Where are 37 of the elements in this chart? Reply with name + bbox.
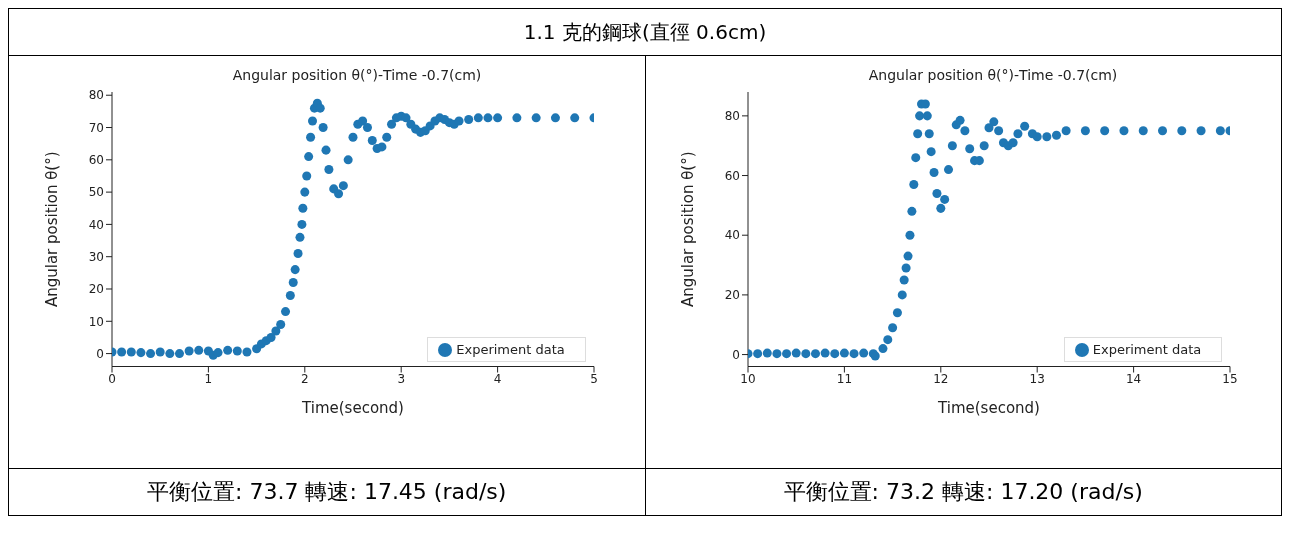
x-tick-label: 13 (1029, 372, 1046, 387)
x-axis-title: Time(second) (300, 398, 404, 417)
x-tick-label: 2 (300, 372, 309, 387)
y-tick-label: 0 (96, 346, 104, 361)
text: 1.1 克的鋼球(直徑 0.6cm) (8, 8, 1282, 56)
x-tick-label: 14 (1126, 372, 1142, 387)
x-tick-label: 4 (493, 372, 502, 387)
y-tick-label: 80 (88, 88, 104, 103)
x-tick-label: 15 (1222, 372, 1238, 387)
y-tick-label: 60 (724, 168, 741, 183)
x-tick-label: 11 (837, 372, 853, 387)
x-tick-label: 12 (933, 372, 949, 387)
y-tick-label: 30 (88, 249, 104, 264)
legend-label: Experiment data (456, 341, 565, 357)
y-tick-label: 40 (724, 228, 741, 243)
legend-label: Experiment data (1092, 341, 1202, 357)
x-tick-label: 10 (740, 372, 756, 387)
y-tick-label: 0 (732, 347, 741, 362)
y-axis-title: Angular position θ(°) (679, 151, 698, 308)
text: 平衡位置: 73.7 轉速: 17.45 (rad/s) (8, 468, 645, 516)
y-tick-label: 60 (88, 153, 104, 168)
chart-title: Angular position θ(°)-Time -0.7(cm) (868, 67, 1118, 83)
x-tick-label: 3 (397, 372, 405, 387)
y-tick-label: 10 (88, 314, 104, 329)
y-tick-label: 20 (88, 282, 104, 297)
y-axis-title: Angular position θ(°) (43, 151, 62, 308)
y-tick-label: 20 (724, 288, 741, 303)
y-tick-label: 80 (724, 109, 741, 124)
x-tick-label: 5 (589, 372, 598, 387)
text: 平衡位置: 73.2 轉速: 17.20 (rad/s) (645, 468, 1282, 516)
x-tick-label: 1 (204, 372, 212, 387)
y-tick-label: 70 (88, 120, 104, 135)
chart-title: Angular position θ(°)-Time -0.7(cm) (232, 67, 482, 83)
y-tick-label: 40 (88, 217, 104, 232)
x-axis-title: Time(second) (937, 398, 1041, 417)
y-tick-label: 50 (88, 185, 104, 200)
x-tick-label: 0 (107, 372, 116, 387)
